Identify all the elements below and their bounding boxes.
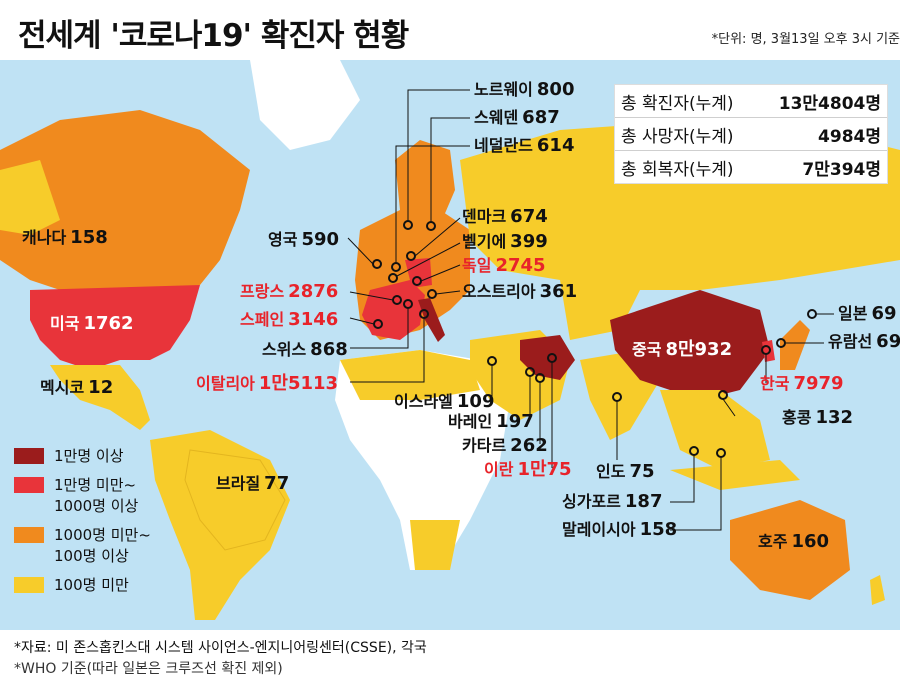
africa-shape (335, 350, 510, 570)
leader-hongkong (722, 398, 736, 417)
legend-swatch (14, 577, 44, 593)
se-asia-shape (660, 390, 770, 470)
label-denmark: 덴마크 674 (462, 206, 548, 227)
japan-shape (780, 320, 810, 370)
label-norway: 노르웨이 800 (474, 79, 575, 100)
legend-swatch (14, 477, 44, 493)
legend-label: 1000명 미만~ 100명 이상 (54, 526, 151, 565)
china-shape (610, 290, 770, 400)
leader-norway (407, 89, 470, 221)
greenland-shape (250, 60, 360, 150)
label-hongkong: 홍콩 132 (782, 407, 854, 428)
leader-denmark (414, 217, 461, 257)
label-france: 프랑스 2876 (240, 281, 339, 302)
label-brazil: 브라질 77 (216, 473, 290, 494)
label-india: 인도 75 (596, 461, 655, 482)
label-germany: 독일 2745 (462, 255, 546, 276)
legend-label: 1만명 미만~ 1000명 이상 (54, 476, 139, 515)
page-title: 전세계 '코로나19' 확진자 현황 (18, 18, 409, 54)
brazil-shape (184, 449, 286, 551)
north-africa-yellow (340, 350, 480, 400)
source-note: *자료: 미 존스홉킨스대 시스템 사이언스-엔지니어링센터(CSSE), 각국 (14, 640, 427, 656)
usa-shape (30, 285, 200, 370)
label-iran: 이란 1만75 (484, 459, 572, 480)
legend-label: 1만명 이상 (54, 447, 124, 465)
total-deaths-label: 총 사망자(누계) (621, 126, 734, 147)
uk-shape (368, 230, 390, 270)
total-recovered-value: 7만394명 (802, 159, 881, 180)
total-recovered-row: 총 회복자(누계) 7만394명 (615, 151, 887, 183)
label-bahrain: 바레인 197 (448, 411, 534, 432)
label-japan: 일본 69 (838, 303, 897, 324)
label-usa: 미국 1762 (50, 313, 134, 334)
total-confirmed-row: 총 확진자(누계) 13만4804명 (615, 85, 887, 118)
label-belgium: 벨기에 399 (462, 231, 548, 252)
label-israel: 이스라엘 109 (394, 391, 495, 412)
label-canada: 캐나다 158 (22, 227, 108, 248)
footnote: *WHO 기준(따라 일본은 크루즈선 확진 제외) (14, 661, 283, 677)
label-malaysia: 말레이시아 158 (562, 519, 678, 540)
mexico-shape (50, 365, 150, 430)
label-austria: 오스트리아 361 (462, 281, 578, 302)
alaska-shape (0, 160, 60, 235)
korea-shape (762, 340, 775, 362)
leader-uk (347, 237, 374, 265)
label-mexico: 멕시코 12 (40, 377, 114, 398)
leader-austria (435, 290, 461, 295)
label-switzerland: 스위스 868 (262, 339, 348, 360)
label-netherlands: 네덜란드 614 (474, 135, 575, 156)
label-sweden: 스웨덴 687 (474, 107, 560, 128)
canada-shape (0, 110, 250, 290)
leader-spain (349, 317, 375, 325)
label-qatar: 카타르 262 (462, 435, 548, 456)
legend-item: 1000명 미만~ 100명 이상 (14, 525, 151, 567)
indonesia-shape (670, 460, 800, 490)
total-recovered-label: 총 회복자(누계) (621, 159, 734, 180)
new-zealand-shape (870, 575, 885, 605)
unit-note: *단위: 명, 3월13일 오후 3시 기준 (711, 32, 900, 47)
marker-belgium (388, 273, 398, 283)
marker-japan (807, 309, 817, 319)
leader-netherlands (395, 145, 470, 263)
label-singapore: 싱가포르 187 (562, 491, 663, 512)
leader-malaysia (670, 457, 722, 531)
legend-item: 100명 미만 (14, 575, 151, 596)
legend: 1만명 이상 1만명 미만~ 1000명 이상 1000명 미만~ 100명 이… (14, 446, 151, 604)
leader-france (349, 291, 394, 301)
leader-singapore (670, 455, 695, 503)
total-confirmed-label: 총 확진자(누계) (621, 93, 734, 114)
total-deaths-value: 4984명 (818, 126, 881, 147)
australia-shape (730, 500, 850, 600)
totals-box: 총 확진자(누계) 13만4804명 총 사망자(누계) 4984명 총 회복자… (614, 84, 888, 184)
total-confirmed-value: 13만4804명 (778, 93, 881, 114)
leader-switzerland (350, 308, 409, 349)
leader-italy (350, 318, 425, 383)
world-map-svg (0, 60, 900, 620)
south-africa-yellow (410, 520, 460, 570)
scandinavia-shape (395, 140, 455, 230)
legend-item: 1만명 미만~ 1000명 이상 (14, 475, 151, 517)
italy-shape (418, 298, 445, 342)
label-korea: 한국 7979 (760, 373, 844, 394)
legend-item: 1만명 이상 (14, 446, 151, 467)
legend-label: 100명 미만 (54, 576, 129, 594)
label-uk: 영국 590 (268, 229, 340, 250)
germany-shape (405, 258, 432, 288)
leader-germany (420, 264, 461, 282)
label-italy: 이탈리아 1만5113 (196, 373, 339, 394)
legend-swatch (14, 448, 44, 464)
total-deaths-row: 총 사망자(누계) 4984명 (615, 118, 887, 151)
label-spain: 스페인 3146 (240, 309, 339, 330)
leader-sweden (430, 117, 470, 222)
label-china: 중국 8만932 (632, 339, 733, 360)
legend-swatch (14, 527, 44, 543)
label-cruise: 유람선 69 (828, 331, 900, 352)
west-europe-red (362, 280, 425, 340)
label-australia: 호주 160 (758, 531, 830, 552)
leader-belgium (396, 242, 461, 277)
